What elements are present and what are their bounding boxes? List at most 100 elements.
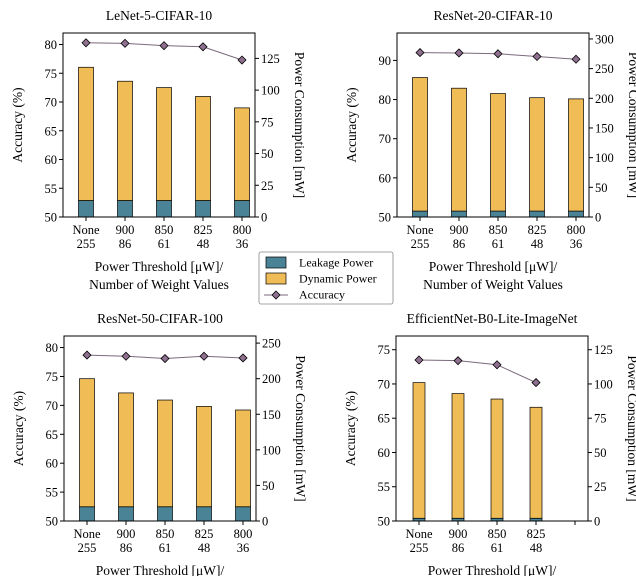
- x-tick-label: 800: [567, 223, 586, 237]
- left-tick-label: 60: [379, 171, 392, 185]
- x-tick-label-line2: 61: [491, 541, 504, 555]
- dynamic-bar: [157, 399, 173, 508]
- accuracy-point: [493, 49, 503, 59]
- x-tick-label-line2: 48: [530, 541, 543, 555]
- dynamic-bar: [235, 409, 251, 508]
- x-tick-label-line2: 36: [570, 237, 583, 251]
- x-tick-label: 900: [117, 527, 136, 541]
- right-tick-label: 0: [261, 211, 267, 225]
- x-tick-label-line2: 86: [119, 237, 132, 251]
- x-tick-label-line2: 48: [198, 541, 211, 555]
- right-tick-label: 125: [261, 52, 280, 66]
- left-tick-label: 70: [378, 377, 391, 391]
- accuracy-point: [81, 38, 91, 48]
- x-tick-label-line2: 255: [411, 237, 430, 251]
- left-tick-label: 70: [379, 132, 392, 146]
- right-tick-label: 150: [595, 121, 614, 135]
- accuracy-point: [237, 55, 247, 65]
- right-axis-label: Power Consumption [mW]: [292, 52, 307, 198]
- leakage-bar: [78, 200, 94, 218]
- left-tick-label: 90: [379, 54, 392, 68]
- x-tick-label-line2: 48: [197, 237, 210, 251]
- right-tick-label: 25: [594, 480, 607, 494]
- dynamic-bar: [156, 87, 172, 201]
- right-tick-label: 0: [262, 515, 268, 529]
- legend: Leakage Power Dynamic Power Accuracy: [258, 251, 394, 305]
- left-axis-label: Accuracy (%): [10, 87, 25, 162]
- dynamic-bar: [234, 107, 250, 201]
- chart-title: EfficientNet-B0-Lite-ImageNet: [407, 311, 578, 326]
- dynamic-bar: [79, 378, 95, 508]
- leakage-bar: [412, 210, 428, 218]
- x-tick-label-line2: 61: [159, 541, 172, 555]
- x-tick-label-line2: 36: [236, 237, 249, 251]
- leakage-power-swatch: [265, 256, 287, 269]
- leakage-bar: [490, 210, 506, 218]
- left-axis-label: Accuracy (%): [11, 391, 26, 466]
- dynamic-bar: [412, 382, 426, 519]
- right-axis-label: Power Consumption [mW]: [626, 52, 636, 198]
- left-tick-label: 55: [46, 486, 59, 500]
- leakage-bar: [195, 200, 211, 218]
- dynamic-bar: [451, 87, 467, 212]
- right-tick-label: 100: [261, 84, 280, 98]
- leakage-bar: [117, 200, 133, 218]
- left-tick-label: 70: [45, 96, 58, 110]
- x-tick-label: None: [405, 527, 433, 541]
- x-tick-label: 825: [528, 223, 547, 237]
- dynamic-power-swatch: [265, 272, 287, 285]
- right-tick-label: 100: [262, 443, 281, 457]
- chart-1: 505560657075800255075100125None255900868…: [10, 8, 307, 292]
- right-tick-label: 0: [594, 515, 600, 529]
- x-tick-label: 850: [155, 223, 174, 237]
- dynamic-bar: [490, 93, 506, 212]
- leakage-bar: [196, 506, 212, 522]
- x-tick-label: 825: [194, 223, 213, 237]
- dynamic-bar: [117, 80, 133, 201]
- right-tick-label: 100: [595, 151, 614, 165]
- dynamic-bar: [490, 398, 504, 519]
- left-tick-label: 60: [45, 153, 58, 167]
- chart-2: 5060708090050100150200250300None25590086…: [344, 8, 636, 292]
- accuracy-point: [454, 48, 464, 58]
- right-axis-label: Power Consumption [mW]: [293, 355, 308, 501]
- legend-frame: [258, 251, 394, 305]
- right-tick-label: 125: [594, 343, 613, 357]
- left-tick-label: 60: [378, 446, 391, 460]
- right-tick-label: 250: [595, 62, 614, 76]
- right-tick-label: 50: [594, 446, 607, 460]
- right-tick-label: 100: [594, 377, 613, 391]
- left-tick-label: 65: [45, 124, 58, 138]
- leakage-bar: [156, 200, 172, 218]
- x-tick-label: None: [406, 223, 434, 237]
- accuracy-point: [82, 350, 92, 360]
- left-axis-label: Accuracy (%): [343, 391, 358, 466]
- accuracy-point: [159, 41, 169, 51]
- x-tick-label-line2: 86: [120, 541, 133, 555]
- left-tick-label: 65: [378, 412, 391, 426]
- right-tick-label: 50: [262, 479, 275, 493]
- leakage-bar: [234, 200, 250, 218]
- left-tick-label: 50: [46, 515, 59, 529]
- accuracy-line: [418, 359, 537, 384]
- right-axis-label: Power Consumption [mW]: [625, 355, 636, 501]
- plot-frame: [396, 32, 590, 218]
- x-tick-label-line2: 255: [410, 541, 429, 555]
- x-tick-label: 800: [233, 223, 252, 237]
- x-tick-label: 850: [489, 223, 508, 237]
- left-tick-label: 80: [379, 93, 392, 107]
- left-tick-label: 50: [378, 515, 391, 529]
- accuracy-point: [238, 353, 248, 363]
- x-tick-label: 900: [450, 223, 469, 237]
- x-tick-label-line2: 61: [492, 237, 505, 251]
- legend-label: Accuracy: [299, 288, 345, 302]
- dynamic-bar: [118, 392, 134, 508]
- chart-title: ResNet-20-CIFAR-10: [434, 8, 553, 23]
- accuracy-point: [120, 38, 130, 48]
- left-axis-label: Accuracy (%): [344, 87, 359, 162]
- accuracy-point: [453, 356, 463, 366]
- x-axis-label-line2: Number of Weight Values: [423, 277, 563, 292]
- right-tick-label: 200: [262, 372, 281, 386]
- x-tick-label-line2: 61: [158, 237, 171, 251]
- accuracy-point: [121, 351, 131, 361]
